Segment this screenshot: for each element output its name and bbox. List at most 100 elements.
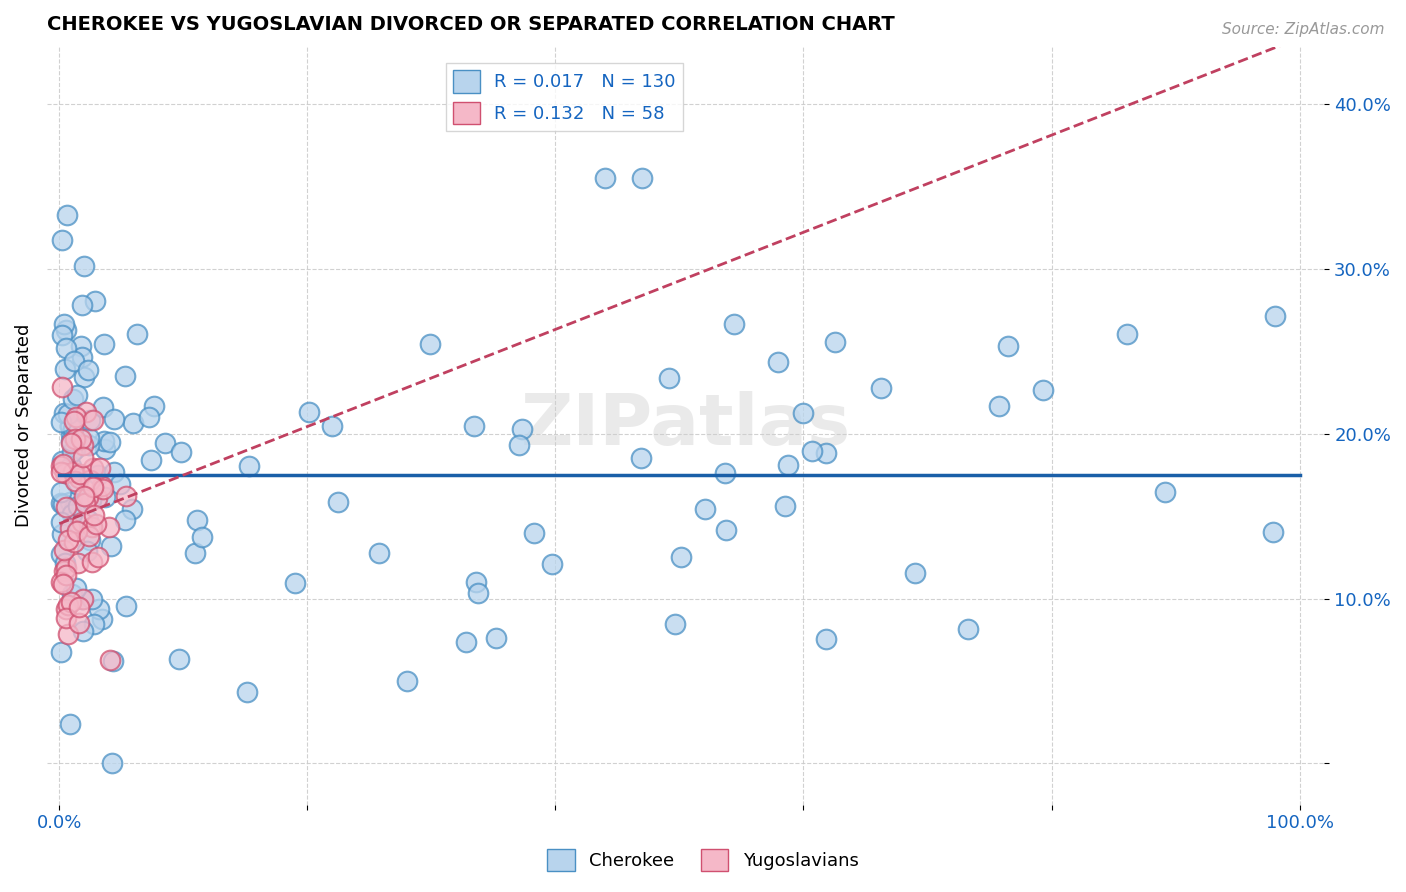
Point: [108, 476, 131, 491]
Point: [1116, 327, 1139, 342]
Point: [55, 611, 77, 625]
Point: [77, 437, 100, 451]
Point: [79, 493, 101, 508]
Point: [53, 564, 76, 578]
Point: [66, 523, 89, 537]
Point: [55, 602, 77, 616]
Point: [83, 616, 105, 631]
Point: [83, 508, 105, 522]
Point: [49, 574, 72, 589]
Point: [1264, 310, 1286, 324]
Point: [63, 353, 86, 368]
Point: [167, 652, 190, 666]
Point: [101, 654, 124, 668]
Point: [631, 171, 654, 186]
Point: [52, 497, 75, 511]
Point: [114, 512, 136, 526]
Point: [997, 339, 1019, 353]
Point: [53, 406, 76, 420]
Point: [49, 548, 72, 562]
Point: [70, 516, 93, 530]
Point: [58, 533, 80, 548]
Point: [815, 632, 838, 647]
Point: [800, 444, 823, 458]
Point: [1154, 485, 1177, 500]
Point: [59, 521, 82, 535]
Point: [236, 685, 259, 699]
Point: [153, 436, 176, 450]
Text: CHEROKEE VS YUGOSLAVIAN DIVORCED OR SEPARATED CORRELATION CHART: CHEROKEE VS YUGOSLAVIAN DIVORCED OR SEPA…: [46, 15, 894, 34]
Point: [94, 490, 117, 504]
Point: [84, 293, 107, 308]
Point: [62, 422, 84, 436]
Point: [86, 491, 108, 506]
Point: [540, 557, 562, 571]
Point: [49, 484, 72, 499]
Point: [72, 438, 94, 452]
Point: [56, 599, 79, 613]
Point: [100, 540, 122, 554]
Point: [52, 577, 75, 591]
Point: [58, 407, 80, 421]
Text: Source: ZipAtlas.com: Source: ZipAtlas.com: [1222, 22, 1385, 37]
Point: [630, 451, 652, 466]
Point: [76, 544, 98, 558]
Point: [70, 432, 93, 446]
Point: [75, 405, 97, 419]
Point: [67, 471, 90, 485]
Point: [510, 421, 533, 435]
Point: [51, 526, 73, 541]
Point: [60, 445, 83, 459]
Point: [72, 624, 94, 638]
Point: [89, 461, 111, 475]
Point: [49, 645, 72, 659]
Point: [72, 450, 94, 465]
Point: [82, 412, 104, 426]
Point: [103, 465, 125, 479]
Point: [768, 355, 790, 369]
Point: [55, 467, 77, 481]
Point: [56, 208, 79, 222]
Point: [91, 482, 114, 496]
Point: [523, 526, 546, 541]
Point: [70, 350, 93, 364]
Point: [67, 600, 90, 615]
Point: [121, 502, 143, 516]
Point: [284, 575, 307, 590]
Point: [65, 581, 87, 595]
Point: [79, 533, 101, 547]
Point: [62, 587, 84, 601]
Point: [51, 233, 73, 247]
Point: [53, 557, 76, 571]
Point: [63, 414, 86, 428]
Point: [870, 381, 893, 395]
Point: [60, 435, 83, 450]
Point: [79, 413, 101, 427]
Point: [76, 490, 98, 504]
Point: [115, 489, 138, 503]
Point: [328, 495, 350, 509]
Point: [87, 550, 110, 565]
Legend: R = 0.017   N = 130, R = 0.132   N = 58: R = 0.017 N = 130, R = 0.132 N = 58: [446, 63, 683, 131]
Point: [51, 380, 73, 394]
Point: [72, 259, 94, 273]
Point: [464, 575, 486, 590]
Point: [49, 515, 72, 529]
Point: [1032, 383, 1054, 397]
Point: [716, 523, 738, 537]
Point: [55, 323, 77, 337]
Point: [53, 317, 76, 331]
Point: [368, 546, 391, 560]
Point: [52, 542, 75, 557]
Point: [76, 513, 98, 527]
Point: [69, 339, 91, 353]
Point: [82, 520, 104, 534]
Point: [76, 363, 98, 377]
Point: [714, 466, 737, 480]
Point: [63, 442, 86, 456]
Point: [63, 534, 86, 549]
Point: [824, 334, 846, 349]
Point: [94, 442, 117, 456]
Point: [67, 500, 90, 514]
Point: [66, 556, 89, 570]
